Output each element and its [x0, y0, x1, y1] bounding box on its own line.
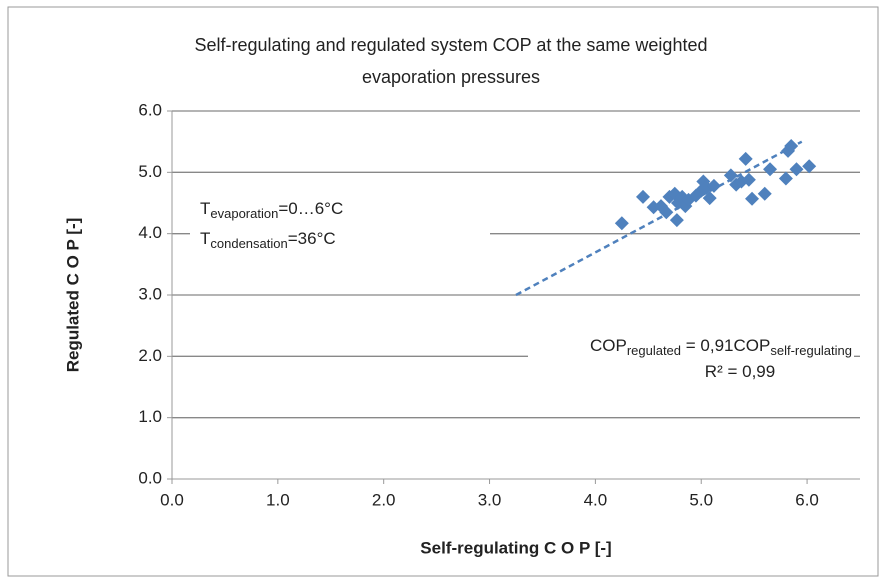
- x-tick-label: 3.0: [478, 490, 502, 509]
- point: [789, 162, 804, 177]
- trendline: [515, 140, 803, 297]
- annotation-part: T: [200, 199, 210, 218]
- point: [802, 159, 817, 174]
- point: [669, 213, 684, 228]
- annotation-part: = 0,91COP: [681, 336, 770, 355]
- x-tick-label: 6.0: [795, 490, 819, 509]
- x-axis-label: Self-regulating C O P [-]: [420, 538, 611, 557]
- y-tick-label: 2.0: [138, 346, 162, 365]
- point: [757, 186, 772, 201]
- annotation: R² = 0,99: [705, 362, 775, 381]
- annotation: Tcondensation=36°C: [200, 229, 336, 251]
- chart-title: evaporation pressures: [362, 67, 540, 87]
- annotation: Tevaporation=0…6°C: [200, 199, 343, 221]
- chart-title: Self-regulating and regulated system COP…: [195, 35, 708, 55]
- annotation-part: COP: [590, 336, 627, 355]
- y-axis-label: Regulated C O P [-]: [63, 218, 82, 373]
- y-tick-label: 1.0: [138, 407, 162, 426]
- point: [738, 151, 753, 166]
- point: [636, 189, 651, 204]
- annotation: COPregulated = 0,91COPself-regulating: [590, 336, 852, 358]
- annotation-part: condensation: [210, 236, 287, 251]
- point: [745, 191, 760, 206]
- point: [778, 171, 793, 186]
- x-tick-label: 4.0: [584, 490, 608, 509]
- y-tick-label: 4.0: [138, 223, 162, 242]
- annotation-part: self-regulating: [770, 343, 852, 358]
- point: [741, 172, 756, 187]
- point: [723, 168, 738, 183]
- point: [614, 216, 629, 231]
- point: [702, 191, 717, 206]
- annotation-part: R² = 0,99: [705, 362, 775, 381]
- y-tick-label: 0.0: [138, 468, 162, 487]
- x-tick-label: 1.0: [266, 490, 290, 509]
- annotation-part: T: [200, 229, 210, 248]
- annotation-part: regulated: [627, 343, 681, 358]
- point: [763, 162, 778, 177]
- annotation-part: =0…6°C: [278, 199, 343, 218]
- chart-frame: [7, 6, 879, 577]
- y-tick-label: 5.0: [138, 162, 162, 181]
- y-tick-label: 6.0: [138, 100, 162, 119]
- annotation-part: =36°C: [288, 229, 336, 248]
- x-tick-label: 2.0: [372, 490, 396, 509]
- annotation-box: [190, 195, 490, 260]
- point: [784, 138, 799, 153]
- point: [659, 205, 674, 220]
- annotation-part: evaporation: [210, 206, 278, 221]
- point: [706, 178, 721, 193]
- y-tick-label: 3.0: [138, 284, 162, 303]
- annotation-box: [528, 333, 854, 385]
- x-tick-label: 5.0: [689, 490, 713, 509]
- x-tick-label: 0.0: [160, 490, 184, 509]
